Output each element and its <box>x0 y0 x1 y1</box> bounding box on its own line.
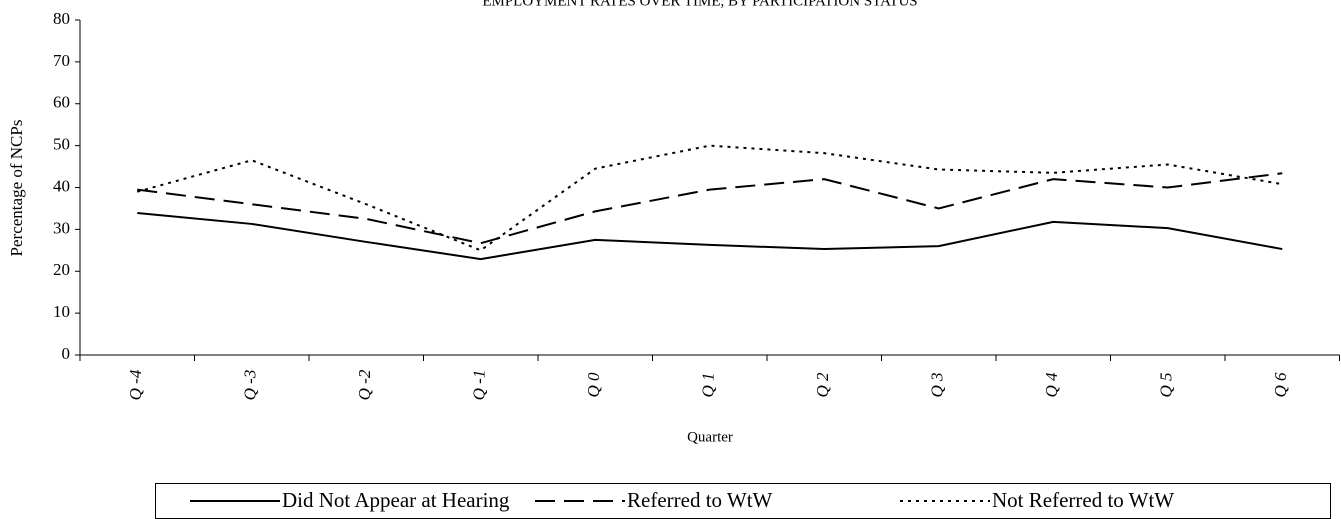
x-tick-label: Q 6 <box>1271 372 1290 398</box>
legend-label: Referred to WtW <box>627 488 773 512</box>
x-tick-label: Q 4 <box>1042 372 1061 398</box>
data-line <box>137 172 1283 245</box>
y-tick-label: 40 <box>53 176 70 195</box>
y-tick-label: 30 <box>53 218 70 237</box>
x-tick-label: Q 1 <box>699 372 718 397</box>
x-tick-label: Q 0 <box>584 372 603 398</box>
x-tick-label: Q 2 <box>813 372 832 398</box>
legend-label: Not Referred to WtW <box>992 488 1174 512</box>
x-tick-label: Q -3 <box>241 370 260 401</box>
x-tick-label: Q 5 <box>1157 372 1176 397</box>
y-tick-label: 0 <box>62 344 71 363</box>
data-line <box>136 144 1283 252</box>
y-tick-label: 20 <box>53 260 70 279</box>
x-axis-label: Quarter <box>687 429 733 445</box>
x-tick-label: Q -4 <box>126 369 145 400</box>
y-axis-label: Percentage of NCPs <box>7 120 26 257</box>
x-tick-label: Q -2 <box>355 369 374 400</box>
x-tick-label: Q -1 <box>470 370 489 401</box>
y-tick-label: 70 <box>53 51 70 70</box>
y-tick-label: 50 <box>53 135 70 154</box>
legend-label: Did Not Appear at Hearing <box>282 488 510 512</box>
y-tick-label: 80 <box>53 9 70 28</box>
y-tick-label: 10 <box>53 302 70 321</box>
y-tick-label: 60 <box>53 93 70 112</box>
data-line <box>137 212 1283 261</box>
chart-title: EMPLOYMENT RATES OVER TIME, BY PARTICIPA… <box>482 0 917 9</box>
x-tick-label: Q 3 <box>928 372 947 397</box>
